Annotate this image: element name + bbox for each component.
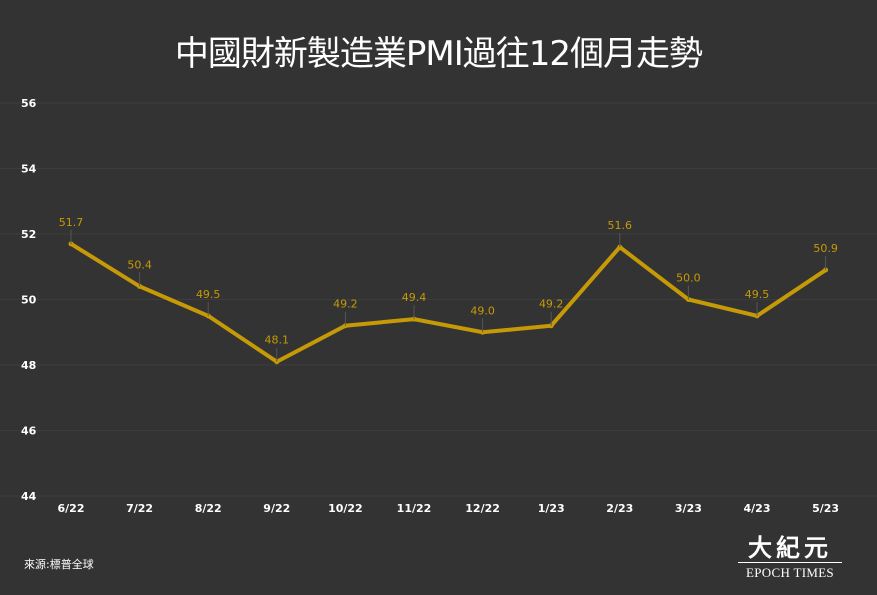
x-tick-label: 9/22 (263, 502, 290, 515)
data-label: 51.7 (59, 216, 84, 229)
data-label: 49.5 (196, 288, 221, 301)
source-note: 來源:標普全球 (24, 558, 94, 571)
logo-name-cn: 大紀元 (748, 533, 832, 562)
data-label: 49.4 (402, 291, 427, 304)
y-tick-label: 50 (21, 294, 37, 307)
data-label: 50.0 (676, 272, 701, 285)
data-labels: 51.7 50.4 49.5 48.1 49.2 49.4 49.0 49.2 51.6 50.0… (59, 216, 838, 362)
x-tick-label: 11/22 (397, 502, 432, 515)
x-tick-label: 8/22 (195, 502, 222, 515)
data-label: 50.9 (813, 242, 838, 255)
x-tick-label: 12/22 (465, 502, 500, 515)
data-label: 49.2 (333, 298, 358, 311)
gridlines (0, 102, 877, 497)
data-label: 48.1 (265, 334, 290, 347)
y-axis-tick-labels: 44 46 48 50 52 54 56 (21, 97, 37, 503)
x-tick-label: 6/22 (58, 502, 85, 515)
data-label: 50.4 (127, 258, 152, 271)
epoch-times-logo: 大紀元 EPOCH TIMES (738, 534, 842, 584)
chart-title: 中國財新製造業PMI過往12個月走勢 (174, 34, 703, 74)
y-tick-label: 52 (21, 228, 36, 241)
x-tick-label: 3/23 (675, 502, 702, 515)
x-tick-label: 5/23 (812, 502, 839, 515)
y-tick-label: 48 (21, 359, 36, 372)
pmi-series (68, 241, 829, 365)
x-tick-label: 10/22 (328, 502, 363, 515)
y-tick-label: 54 (21, 163, 37, 176)
data-label: 49.0 (470, 304, 495, 317)
data-label: 51.6 (608, 219, 633, 232)
x-tick-label: 2/23 (606, 502, 633, 515)
y-tick-label: 44 (21, 490, 37, 503)
x-tick-label: 1/23 (538, 502, 565, 515)
x-tick-label: 4/23 (744, 502, 771, 515)
data-label: 49.2 (539, 298, 564, 311)
pmi-line (69, 242, 827, 365)
x-axis-tick-labels: 6/22 7/22 8/22 9/22 10/22 11/22 12/22 1/23 2/23 3… (58, 502, 840, 515)
y-tick-label: 46 (21, 425, 37, 438)
y-tick-label: 56 (21, 97, 37, 110)
logo-name-en: EPOCH TIMES (738, 562, 842, 581)
x-tick-label: 7/22 (126, 502, 153, 515)
data-label: 49.5 (745, 288, 770, 301)
